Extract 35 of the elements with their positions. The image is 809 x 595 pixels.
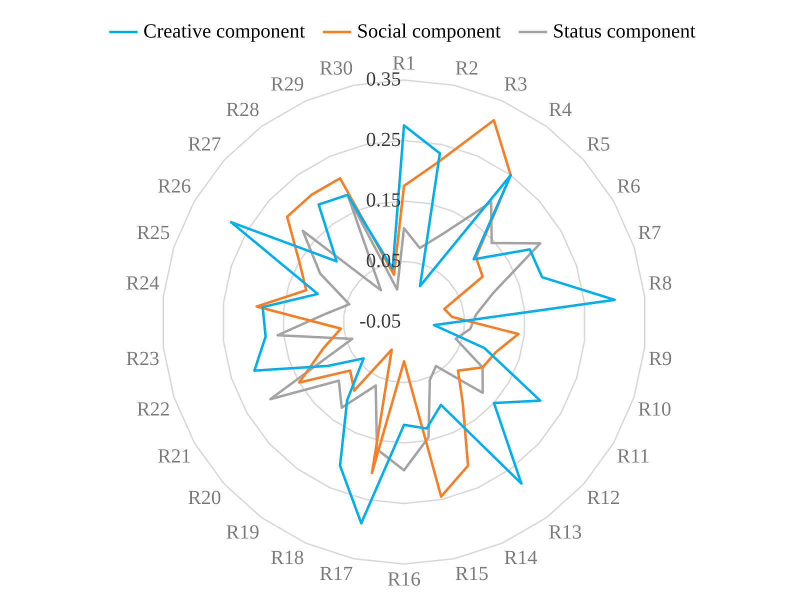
spoke-label: R2	[455, 58, 478, 80]
spoke-label: R14	[504, 546, 538, 569]
spoke-label: R28	[226, 99, 260, 122]
spoke-label: R8	[648, 272, 672, 295]
spoke-label: R9	[648, 348, 672, 370]
spoke-label: R4	[548, 99, 572, 122]
spoke-label: R29	[270, 74, 304, 96]
spoke-label: R26	[158, 175, 191, 198]
spoke-label: R30	[320, 58, 353, 80]
spoke-label: R6	[617, 175, 640, 198]
spoke-label: R10	[638, 398, 672, 420]
spoke-label: R17	[320, 562, 353, 585]
spoke-label: R23	[126, 348, 160, 370]
legend-label: Status component	[552, 20, 696, 42]
spoke-label: R12	[586, 486, 620, 509]
spoke-label: R21	[158, 445, 191, 468]
spoke-label: R22	[136, 398, 170, 420]
spoke-label: R7	[638, 222, 662, 244]
legend-label: Social component	[356, 20, 502, 42]
spoke-label: R5	[586, 134, 610, 156]
spoke-label: R16	[387, 568, 421, 590]
y-tick-label: 0.35	[366, 68, 401, 90]
spoke-label: R25	[136, 222, 170, 244]
y-tick-label: 0.25	[366, 128, 401, 151]
spoke-label: R24	[126, 272, 160, 295]
spoke-label: R27	[188, 134, 222, 156]
spoke-label: R3	[504, 74, 528, 96]
spoke-label: R13	[548, 521, 582, 544]
spoke-label: R18	[270, 546, 304, 569]
spoke-label: R11	[617, 445, 650, 468]
spoke-label: R15	[455, 562, 488, 585]
legend-label: Creative component	[143, 20, 306, 42]
y-tick-label: -0.05	[359, 310, 401, 332]
spoke-label: R19	[226, 521, 260, 544]
spoke-label: R20	[188, 486, 222, 509]
